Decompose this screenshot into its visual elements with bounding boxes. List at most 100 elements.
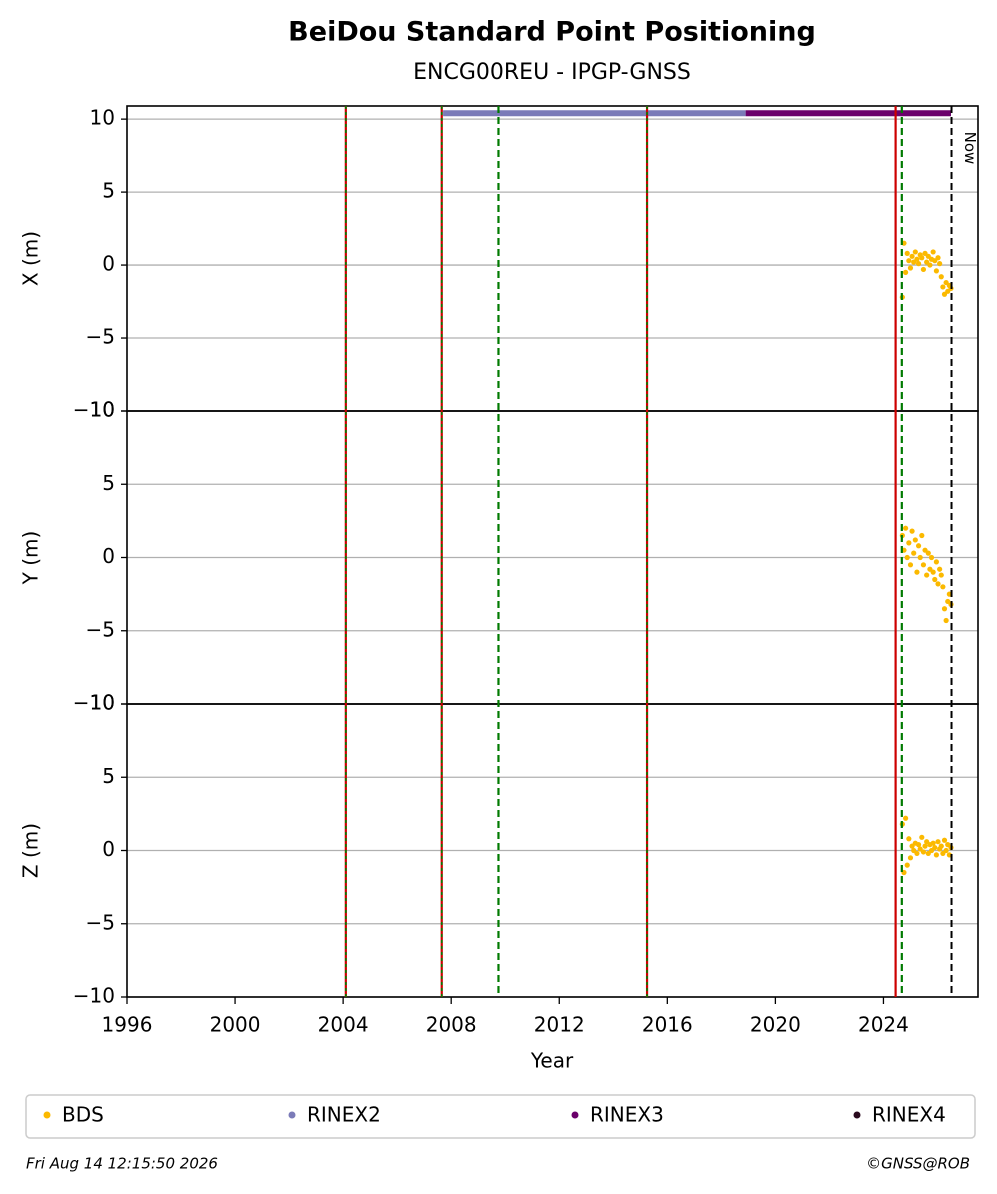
legend-label: RINEX4: [872, 1103, 946, 1127]
chart-subtitle: ENCG00REU - IPGP-GNSS: [413, 60, 691, 85]
panel-frame: [126, 105, 979, 412]
data-point: [925, 550, 931, 556]
data-point: [937, 261, 943, 267]
data-point: [938, 843, 944, 849]
data-point: [919, 255, 925, 261]
data-point: [930, 569, 936, 575]
data-point: [941, 606, 948, 612]
data-point: [919, 834, 925, 840]
data-point: [922, 843, 928, 849]
legend-label: RINEX2: [307, 1103, 381, 1127]
legend-box: [25, 1094, 976, 1139]
data-point: [915, 261, 922, 267]
data-point: [914, 569, 920, 575]
data-point: [914, 256, 920, 262]
data-point: [912, 249, 918, 255]
y-tick-label: −10: [73, 984, 115, 1008]
y-tick-label: 0: [102, 544, 115, 568]
y-tick-label: 10: [90, 398, 115, 422]
panel-frame: [126, 703, 979, 998]
data-point: [904, 862, 910, 868]
data-point: [943, 617, 949, 624]
data-point: [906, 258, 912, 264]
data-point: [920, 562, 927, 568]
data-point: [919, 532, 925, 539]
data-point: [911, 550, 917, 556]
y-tick-label: 5: [102, 179, 115, 203]
chart-title: BeiDou Standard Point Positioning: [288, 17, 816, 48]
x-tick-label: 2000: [210, 1013, 261, 1037]
x-tick-label: 2004: [318, 1013, 369, 1037]
x-tick-label: 1996: [102, 1013, 153, 1037]
x-tick-label: 2012: [534, 1013, 585, 1037]
data-point: [937, 566, 943, 572]
y-axis-label: Z (m): [19, 823, 43, 878]
legend-marker: [853, 1111, 861, 1119]
y-axis-label: Y (m): [19, 531, 43, 586]
data-point: [935, 581, 941, 587]
data-point: [917, 554, 923, 561]
data-point: [909, 528, 915, 534]
x-tick-label: 2024: [858, 1013, 909, 1037]
data-point: [902, 269, 909, 275]
legend-marker: [43, 1111, 51, 1119]
data-point: [935, 839, 941, 845]
data-point: [943, 847, 949, 854]
data-point: [938, 274, 944, 280]
data-point: [906, 540, 912, 546]
data-point: [904, 250, 910, 256]
data-point: [907, 855, 914, 861]
data-point: [914, 850, 920, 857]
legend-label: BDS: [62, 1103, 104, 1127]
data-point: [902, 815, 909, 821]
y-tick-label: −10: [73, 691, 115, 715]
data-point: [909, 253, 915, 259]
x-tick-label: 2016: [642, 1013, 693, 1037]
credit: ©GNSS@ROB: [866, 1155, 970, 1173]
data-point: [932, 576, 938, 583]
y-tick-label: −5: [86, 325, 115, 349]
data-point: [904, 554, 910, 561]
now-label: Now: [961, 132, 979, 165]
data-point: [920, 849, 927, 855]
legend-label: RINEX3: [590, 1103, 664, 1127]
y-tick-label: −5: [86, 910, 115, 934]
x-axis-label: Year: [530, 1049, 574, 1073]
data-point: [940, 284, 946, 290]
data-point: [915, 543, 922, 549]
legend-marker: [571, 1111, 579, 1119]
data-point: [930, 840, 936, 846]
date: Fri Aug 14 12:15:50 2026: [26, 1155, 218, 1173]
data-point: [933, 852, 939, 858]
x-tick-label: 2008: [426, 1013, 477, 1037]
y-tick-label: 10: [90, 106, 115, 130]
y-tick-label: 10: [90, 691, 115, 715]
data-point: [933, 268, 939, 274]
y-tick-label: −5: [86, 617, 115, 641]
data-point: [915, 842, 922, 848]
data-point: [928, 554, 935, 561]
legend-marker: [288, 1111, 296, 1119]
data-point: [924, 572, 930, 578]
data-point: [941, 837, 948, 843]
data-point: [933, 559, 939, 565]
data-point: [907, 265, 914, 271]
data-point: [940, 584, 946, 590]
y-tick-label: 0: [102, 837, 115, 861]
data-point: [906, 836, 912, 842]
data-point: [920, 266, 927, 273]
y-tick-label: 5: [102, 471, 115, 495]
data-point: [927, 262, 933, 268]
data-point: [935, 255, 941, 261]
data-point: [912, 537, 918, 543]
data-point: [930, 249, 936, 255]
y-tick-label: 0: [102, 252, 115, 276]
y-tick-label: 5: [102, 764, 115, 788]
data-point: [907, 562, 914, 568]
data-point: [938, 572, 944, 578]
y-axis-label: X (m): [19, 231, 43, 286]
data-point: [932, 844, 938, 851]
y-tick-label: −10: [73, 398, 115, 422]
x-tick-label: 2020: [750, 1013, 801, 1037]
